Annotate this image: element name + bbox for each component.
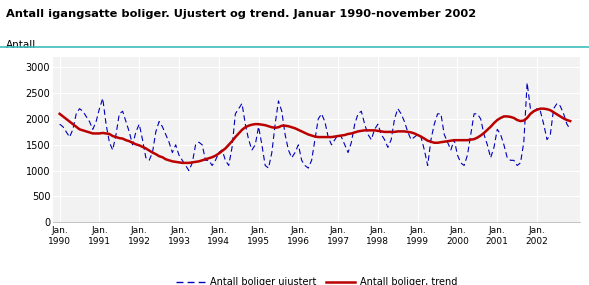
- Text: Antall igangsatte boliger. Ujustert og trend. Januar 1990-november 2002: Antall igangsatte boliger. Ujustert og t…: [6, 9, 476, 19]
- Legend: Antall boliger ujustert, Antall boliger, trend: Antall boliger ujustert, Antall boliger,…: [172, 273, 461, 285]
- Text: Antall: Antall: [5, 40, 36, 50]
